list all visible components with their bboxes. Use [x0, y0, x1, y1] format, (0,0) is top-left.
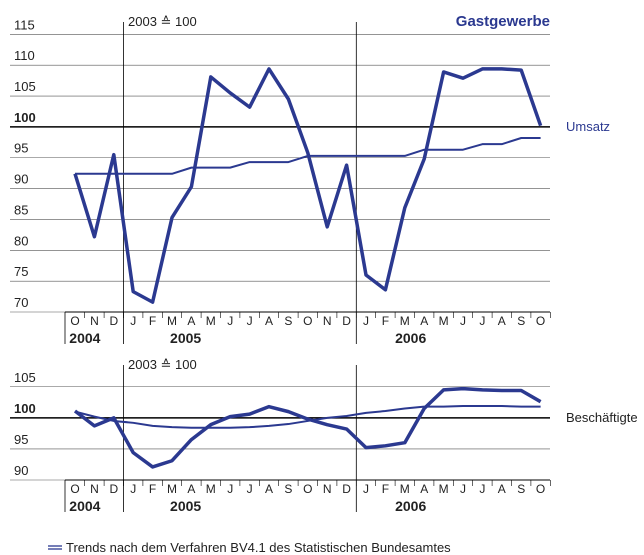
x-tick-label: O	[303, 314, 312, 328]
x-tick-label: S	[517, 482, 525, 496]
x-tick-label: D	[109, 482, 118, 496]
y-tick-label: 90	[14, 172, 28, 187]
y-tick-label: 75	[14, 264, 28, 279]
y-tick-label: 100	[14, 110, 36, 125]
legend-text: Trends nach dem Verfahren BV4.1 des Stat…	[66, 540, 451, 555]
x-tick-label: O	[536, 314, 545, 328]
x-tick-label: O	[303, 482, 312, 496]
y-tick-label: 105	[14, 370, 36, 385]
x-tick-label: A	[420, 314, 428, 328]
x-tick-label: O	[70, 314, 79, 328]
x-tick-label: O	[536, 482, 545, 496]
x-tick-label: D	[342, 482, 351, 496]
y-tick-label: 90	[14, 463, 28, 478]
year-label: 2006	[395, 330, 426, 346]
x-tick-label: J	[247, 314, 253, 328]
series-label: Umsatz	[566, 119, 610, 134]
y-tick-label: 95	[14, 141, 28, 156]
x-tick-label: N	[90, 314, 99, 328]
subtitle: 2003 ≙ 100	[128, 14, 197, 29]
y-tick-label: 115	[14, 17, 35, 32]
y-tick-label: 85	[14, 202, 28, 217]
x-tick-label: M	[400, 482, 410, 496]
x-tick-label: S	[517, 314, 525, 328]
x-tick-label: N	[90, 482, 99, 496]
x-tick-label: A	[187, 314, 195, 328]
chart-title: Gastgewerbe	[456, 13, 550, 30]
x-tick-label: F	[149, 482, 156, 496]
x-tick-label: M	[439, 314, 449, 328]
x-tick-label: J	[227, 482, 233, 496]
year-label: 2006	[395, 498, 426, 514]
year-label: 2005	[170, 498, 201, 514]
x-tick-label: M	[206, 314, 216, 328]
year-label: 2004	[69, 498, 100, 514]
x-tick-label: J	[460, 314, 466, 328]
x-tick-label: A	[265, 482, 273, 496]
data-line	[73, 386, 542, 469]
x-tick-label: D	[109, 314, 118, 328]
x-tick-label: A	[187, 482, 195, 496]
x-tick-label: J	[130, 482, 136, 496]
y-tick-label: 80	[14, 233, 28, 248]
x-tick-label: A	[498, 482, 506, 496]
x-tick-label: J	[247, 482, 253, 496]
x-tick-label: S	[284, 314, 292, 328]
x-tick-label: M	[439, 482, 449, 496]
x-tick-label: S	[284, 482, 292, 496]
x-tick-label: J	[227, 314, 233, 328]
x-tick-label: O	[70, 482, 79, 496]
x-tick-label: F	[382, 482, 389, 496]
subtitle: 2003 ≙ 100	[128, 357, 197, 372]
data-line	[73, 67, 543, 304]
y-tick-label: 110	[14, 48, 35, 63]
trend-line	[75, 137, 541, 175]
x-tick-label: M	[167, 314, 177, 328]
y-tick-label: 95	[14, 432, 28, 447]
x-tick-label: N	[323, 314, 332, 328]
trend-line	[74, 405, 541, 429]
x-tick-label: J	[363, 482, 369, 496]
x-tick-label: N	[323, 482, 332, 496]
x-tick-label: J	[363, 314, 369, 328]
x-tick-label: A	[420, 482, 428, 496]
series-label: Beschäftigte	[566, 410, 638, 425]
x-tick-label: F	[149, 314, 156, 328]
x-tick-label: A	[498, 314, 506, 328]
x-tick-label: M	[167, 482, 177, 496]
x-tick-label: A	[265, 314, 273, 328]
x-tick-label: J	[479, 314, 485, 328]
x-tick-label: J	[479, 482, 485, 496]
y-tick-label: 100	[14, 401, 36, 416]
x-tick-label: J	[460, 482, 466, 496]
x-tick-label: M	[206, 482, 216, 496]
x-tick-label: J	[130, 314, 136, 328]
x-tick-label: D	[342, 314, 351, 328]
y-tick-label: 70	[14, 295, 28, 310]
x-tick-label: F	[382, 314, 389, 328]
year-label: 2004	[69, 330, 100, 346]
y-tick-label: 105	[14, 79, 36, 94]
year-label: 2005	[170, 330, 201, 346]
x-tick-label: M	[400, 314, 410, 328]
